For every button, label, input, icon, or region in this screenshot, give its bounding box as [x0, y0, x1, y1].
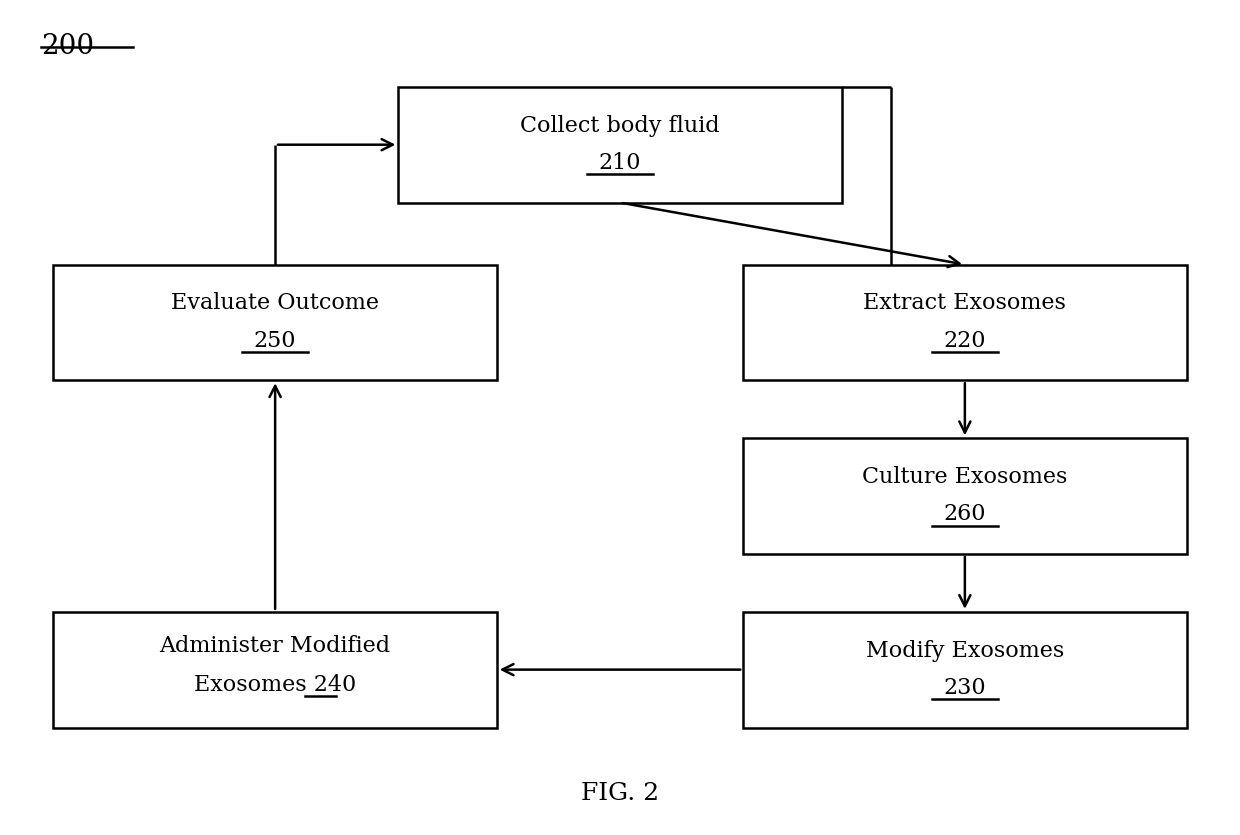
Bar [743, 265, 1187, 380]
Text: Collect body fluid: Collect body fluid [521, 114, 719, 137]
Text: Administer Modified: Administer Modified [160, 635, 391, 657]
Text: 210: 210 [599, 152, 641, 174]
Text: FIG. 2: FIG. 2 [580, 782, 660, 805]
Bar [53, 612, 497, 727]
Text: Culture Exosomes: Culture Exosomes [862, 466, 1068, 488]
Bar [53, 265, 497, 380]
Text: 230: 230 [944, 677, 986, 699]
Bar [743, 612, 1187, 727]
Text: Exosomes 240: Exosomes 240 [193, 674, 356, 696]
Text: 200: 200 [41, 33, 94, 60]
Bar [743, 438, 1187, 554]
Text: 260: 260 [944, 504, 986, 525]
Text: Evaluate Outcome: Evaluate Outcome [171, 292, 379, 315]
Text: Extract Exosomes: Extract Exosomes [863, 292, 1066, 315]
Text: Modify Exosomes: Modify Exosomes [866, 640, 1064, 661]
Text: 250: 250 [254, 330, 296, 352]
Bar [398, 87, 842, 203]
Text: 220: 220 [944, 330, 986, 352]
